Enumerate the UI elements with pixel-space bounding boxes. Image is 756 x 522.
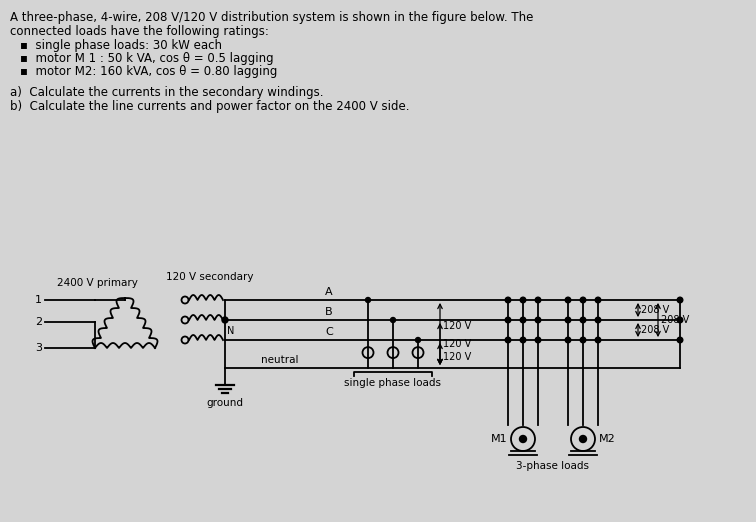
Circle shape [677,337,683,343]
Text: 208 V: 208 V [661,315,689,325]
Circle shape [565,297,571,303]
Circle shape [505,317,511,323]
Text: neutral: neutral [262,355,299,365]
Circle shape [580,337,586,343]
Text: connected loads have the following ratings:: connected loads have the following ratin… [10,25,269,38]
Text: ▪  single phase loads: 30 kW each: ▪ single phase loads: 30 kW each [20,39,222,52]
Text: 120 V: 120 V [443,352,471,362]
Text: 3: 3 [35,343,42,353]
Circle shape [565,337,571,343]
Circle shape [565,317,571,323]
Text: 208 V: 208 V [641,325,669,335]
Circle shape [520,337,526,343]
Text: 120 V: 120 V [443,339,471,349]
Text: a)  Calculate the currents in the secondary windings.: a) Calculate the currents in the seconda… [10,86,324,99]
Text: 2: 2 [35,317,42,327]
Circle shape [677,317,683,323]
Text: b)  Calculate the line currents and power factor on the 2400 V side.: b) Calculate the line currents and power… [10,100,410,113]
Circle shape [505,337,511,343]
Circle shape [520,317,526,323]
Circle shape [595,337,601,343]
Circle shape [391,317,395,323]
Text: 1: 1 [35,295,42,305]
Text: C: C [325,327,333,337]
Circle shape [222,317,228,323]
Circle shape [535,297,541,303]
Text: 120 V secondary: 120 V secondary [166,272,254,282]
Text: ▪  motor M 1 : 50 k VA, cos θ = 0.5 lagging: ▪ motor M 1 : 50 k VA, cos θ = 0.5 laggi… [20,52,274,65]
Circle shape [365,298,370,303]
Text: 208 V: 208 V [641,305,669,315]
Text: A three-phase, 4-wire, 208 V/120 V distribution system is shown in the figure be: A three-phase, 4-wire, 208 V/120 V distr… [10,11,534,24]
Circle shape [580,297,586,303]
Circle shape [505,297,511,303]
Circle shape [535,317,541,323]
Text: M2: M2 [599,434,615,444]
Text: B: B [325,307,333,317]
Text: M1: M1 [491,434,507,444]
Circle shape [595,297,601,303]
Text: 120 V: 120 V [443,321,471,331]
Text: ground: ground [206,398,243,408]
Text: 3-phase loads: 3-phase loads [516,461,590,471]
Circle shape [535,337,541,343]
Circle shape [580,435,587,443]
Text: ▪  motor M2: 160 kVA, cos θ = 0.80 lagging: ▪ motor M2: 160 kVA, cos θ = 0.80 laggin… [20,65,277,78]
Text: A: A [325,287,333,297]
Circle shape [519,435,526,443]
Circle shape [677,297,683,303]
Circle shape [416,338,420,342]
Text: N: N [227,326,234,336]
Circle shape [580,317,586,323]
Circle shape [520,297,526,303]
Text: 2400 V primary: 2400 V primary [57,278,138,288]
Circle shape [595,317,601,323]
Text: single phase loads: single phase loads [345,378,442,388]
